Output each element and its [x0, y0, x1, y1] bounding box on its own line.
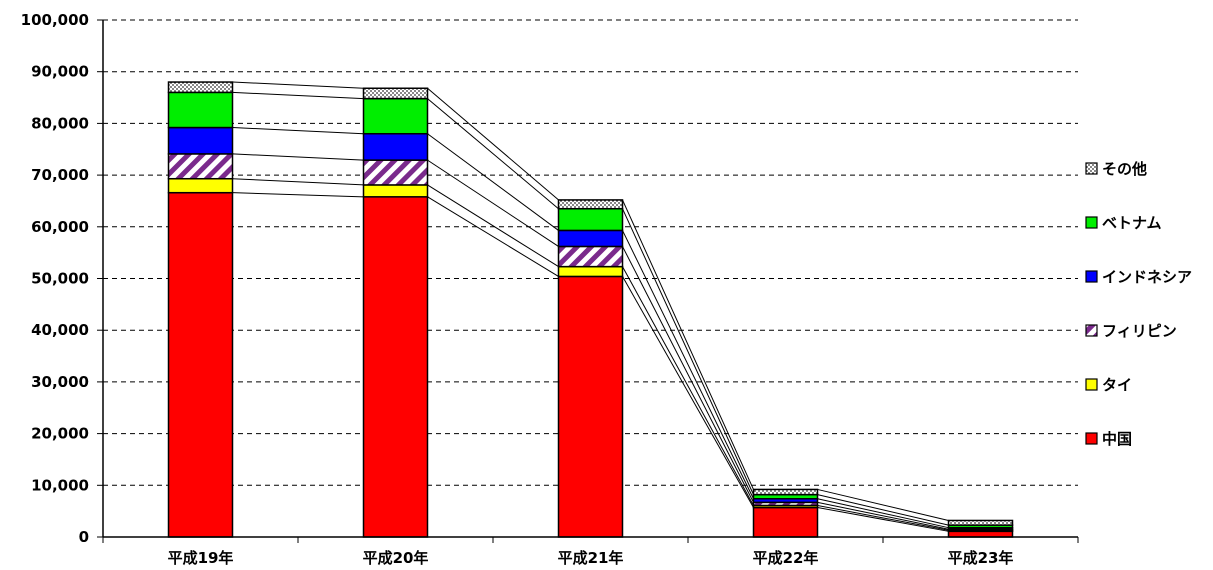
legend-swatch: [1085, 162, 1098, 175]
legend-label: ベトナム: [1102, 214, 1162, 232]
legend-swatch: [1085, 324, 1098, 337]
series-line: [622, 276, 754, 508]
series-line: [427, 196, 559, 277]
y-axis-tick-labels: 0 10,000 20,000 30,000 40,000 50,000 60,000 70,…: [21, 11, 89, 546]
legend-swatch: [1085, 216, 1098, 229]
y-tick-label: 100,000: [21, 11, 89, 29]
series-line: [817, 501, 949, 530]
bar-segment: [557, 207, 624, 232]
y-tick-label: 40,000: [31, 321, 89, 339]
legend-label: フィリピン: [1102, 322, 1177, 340]
series-line: [232, 91, 364, 100]
legend-label: その他: [1102, 160, 1147, 178]
series-line: [622, 266, 754, 506]
bar-segment: [557, 199, 624, 210]
series-line: [427, 87, 559, 201]
y-tick-label: 90,000: [31, 63, 89, 81]
series-line: [622, 208, 754, 495]
series-line: [817, 494, 949, 526]
bar-segment: [557, 245, 624, 268]
x-axis-tick-labels: 平成19年 平成20年 平成21年 平成22年 平成23年: [168, 549, 1014, 567]
y-tick-label: 10,000: [31, 476, 89, 494]
series-line: [817, 504, 949, 531]
bar-segment: [557, 275, 624, 538]
series-line: [232, 178, 364, 186]
bar-segment: [362, 196, 429, 538]
bar-segment: [752, 506, 819, 538]
legend-label: 中国: [1102, 430, 1132, 448]
series-line: [817, 507, 949, 532]
series-line: [622, 199, 754, 490]
y-tick-label: 80,000: [31, 114, 89, 132]
x-tick-label: 平成19年: [168, 549, 234, 567]
bar-segment: [167, 177, 234, 194]
y-tick-label: 60,000: [31, 218, 89, 236]
legend-label: インドネシア: [1102, 268, 1192, 286]
series-line: [622, 246, 754, 503]
series-line: [427, 159, 559, 247]
bar-segment: [362, 159, 429, 186]
bar-segment: [167, 153, 234, 180]
axes: [97, 19, 1079, 543]
bar-segment: [752, 488, 819, 496]
x-tick-label: 平成20年: [363, 549, 429, 567]
y-tick-label: 20,000: [31, 425, 89, 443]
bar-segment: [362, 132, 429, 161]
legend-label: タイ: [1102, 376, 1132, 394]
x-tick-label: 平成21年: [558, 549, 624, 567]
bar-segment: [167, 191, 234, 538]
series-line: [232, 192, 364, 198]
legend-swatch: [1085, 270, 1098, 283]
series-line: [622, 230, 754, 499]
x-tick-label: 平成22年: [753, 549, 819, 567]
bar-segment: [557, 229, 624, 248]
bar-segment: [362, 184, 429, 198]
bar-segment: [362, 97, 429, 135]
series-line: [817, 488, 949, 521]
series-line: [427, 133, 559, 231]
bar-segment: [167, 126, 234, 155]
legend-swatch: [1085, 432, 1098, 445]
bar-segment: [362, 87, 429, 100]
bars: [167, 81, 1014, 538]
series-line: [817, 498, 949, 529]
series-line: [427, 184, 559, 268]
y-tick-label: 30,000: [31, 373, 89, 391]
bar-segment: [167, 91, 234, 129]
y-tick-label: 50,000: [31, 270, 89, 288]
series-line: [232, 81, 364, 89]
x-tick-label: 平成23年: [948, 549, 1014, 567]
y-tick-label: 70,000: [31, 166, 89, 184]
series-line: [427, 98, 559, 210]
y-tick-label: 0: [79, 528, 89, 546]
series-line: [232, 153, 364, 161]
legend-swatch: [1085, 378, 1098, 391]
bar-segment: [947, 530, 1014, 538]
bar-segment: [947, 519, 1014, 526]
bar-segment: [557, 265, 624, 278]
series-connector-lines: [232, 81, 949, 532]
series-line: [232, 127, 364, 135]
bar-segment: [167, 81, 234, 94]
